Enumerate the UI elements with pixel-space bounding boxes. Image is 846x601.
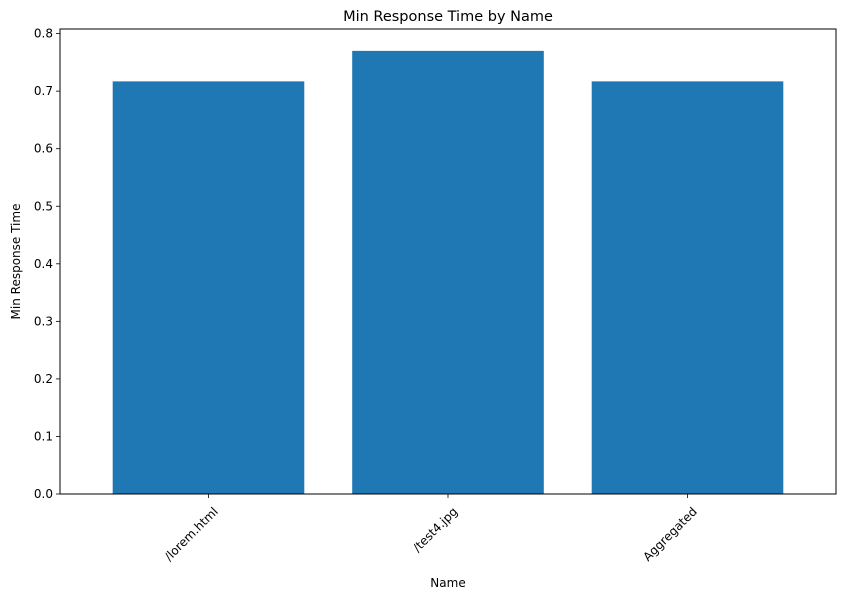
y-tick-label: 0.6 — [34, 142, 53, 156]
chart-title: Min Response Time by Name — [343, 9, 553, 25]
bar — [352, 50, 544, 495]
y-tick-label: 0.1 — [34, 429, 53, 443]
bars-group — [112, 50, 784, 495]
y-tick-label: 0.0 — [34, 487, 53, 501]
plot-frame — [59, 28, 837, 495]
bar — [112, 81, 305, 495]
y-tick-label: 0.8 — [34, 27, 53, 41]
y-tick-label: 0.3 — [34, 314, 53, 328]
y-tick-label: 0.7 — [34, 84, 53, 98]
bar — [591, 81, 784, 495]
y-axis-label: Min Response Time — [9, 204, 23, 320]
y-tick-label: 0.5 — [34, 199, 53, 213]
y-ticks-group: 0.0 0.1 0.2 0.3 0.4 0.5 0.6 0.7 0.8 — [34, 27, 60, 501]
x-axis-label: Name — [430, 576, 465, 590]
y-tick-label: 0.4 — [34, 257, 53, 271]
y-tick-label: 0.2 — [34, 372, 53, 386]
